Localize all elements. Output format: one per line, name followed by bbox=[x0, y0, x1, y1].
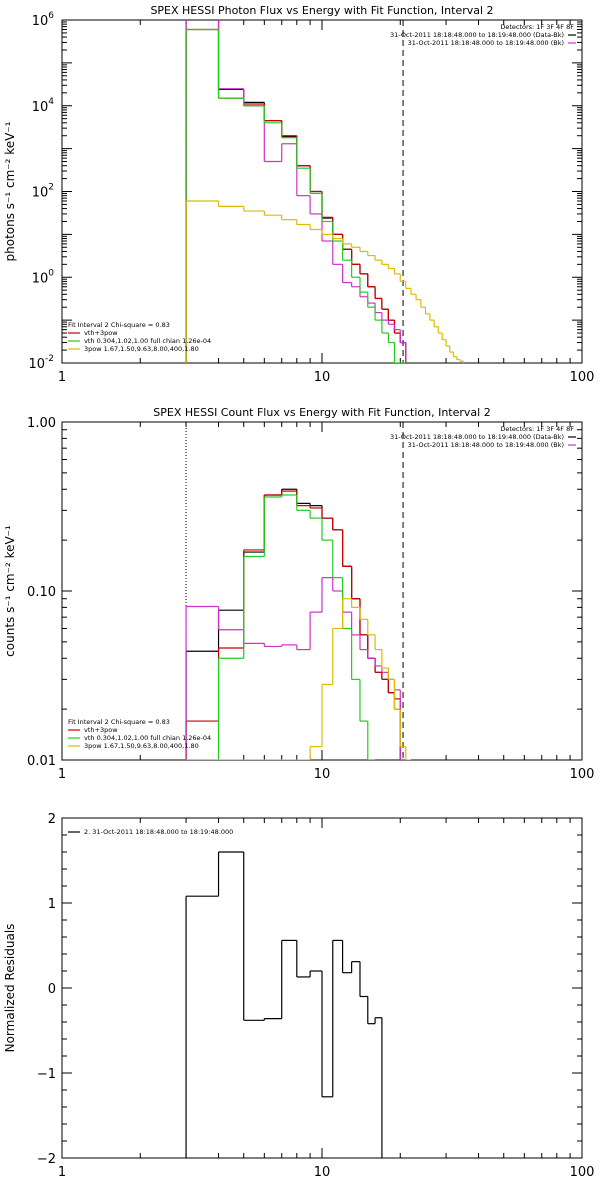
legend-right-text: 31-Oct-2011 18:18:48.000 to 18:19:48.000… bbox=[408, 39, 564, 47]
y-tick-label: 0.01 bbox=[27, 754, 56, 769]
y-tick-label: −2 bbox=[37, 1152, 56, 1167]
series-3pow bbox=[186, 598, 412, 760]
x-tick-label: 100 bbox=[570, 1165, 595, 1180]
y-axis-label: counts s⁻¹ cm⁻² keV⁻¹ bbox=[3, 525, 17, 657]
y-tick-label: 1 bbox=[48, 897, 56, 912]
legend-right-text: Detectors: 1F 3F 4F 8F bbox=[500, 23, 574, 31]
legend-left-text: 3pow 1.67,1.50,9.63,8.00,400,1.80 bbox=[84, 742, 199, 750]
legend-left-text: vth 0.304,1.02,1.00 full chian 1.26e-04 bbox=[84, 734, 211, 742]
plot-area bbox=[185, 851, 383, 1158]
y-tick-label: 2 bbox=[48, 812, 56, 827]
y-tick-base: 10 bbox=[32, 271, 49, 286]
y-tick-label: 102 bbox=[32, 183, 54, 201]
x-tick-label: 1 bbox=[58, 370, 66, 385]
legend-right-text: 31-Oct-2011 18:18:48.000 to 18:19:48.000… bbox=[390, 433, 564, 441]
x-tick-label: 100 bbox=[570, 767, 595, 782]
y-tick-exponent: 2 bbox=[48, 183, 54, 193]
y-tick-exponent: 0 bbox=[48, 268, 54, 278]
legend-right-text: Detectors: 1F 3F 4F 8F bbox=[500, 425, 574, 433]
y-tick-label: 0 bbox=[48, 982, 56, 997]
y-axis-label: Normalized Residuals bbox=[3, 924, 17, 1053]
y-tick-base: 10 bbox=[32, 14, 49, 29]
chart-title: SPEX HESSI Count Flux vs Energy with Fit… bbox=[153, 406, 490, 419]
series-3pow bbox=[185, 200, 465, 363]
series-vth bbox=[185, 28, 406, 363]
x-tick-label: 10 bbox=[314, 767, 331, 782]
plot-area bbox=[185, 422, 412, 760]
legend-left-text: 3pow 1.67,1.50,9.63,8.00,400,1.80 bbox=[84, 345, 199, 353]
y-tick-label: 10-2 bbox=[28, 354, 54, 372]
x-tick-label: 100 bbox=[570, 370, 595, 385]
y-tick-label: 106 bbox=[32, 11, 55, 29]
legend-left-header: Fit Interval 2 Chi-square = 0.83 bbox=[68, 321, 170, 329]
legend-right-text: 31-Oct-2011 18:18:48.000 to 18:19:48.000… bbox=[390, 31, 564, 39]
x-tick-label: 1 bbox=[58, 1165, 66, 1180]
legend-right-text: 31-Oct-2011 18:18:48.000 to 18:19:48.000… bbox=[408, 441, 564, 449]
legend-left-text: vth+3pow bbox=[84, 726, 118, 734]
legend-left-text: vth 0.304,1.02,1.00 full chian 1.26e-04 bbox=[84, 337, 211, 345]
y-tick-base: 10 bbox=[32, 186, 49, 201]
y-tick-label: 100 bbox=[32, 268, 55, 286]
series-vth bbox=[186, 494, 376, 760]
x-tick-label: 10 bbox=[314, 370, 331, 385]
y-axis-label: photons s⁻¹ cm⁻² keV⁻¹ bbox=[3, 121, 17, 261]
y-tick-label: −1 bbox=[37, 1067, 56, 1082]
legend-left-header: Fit Interval 2 Chi-square = 0.83 bbox=[68, 718, 170, 726]
chart-panel-2: SPEX HESSI Count Flux vs Energy with Fit… bbox=[3, 406, 594, 782]
series-residuals bbox=[185, 851, 383, 1158]
y-tick-exponent: 6 bbox=[48, 11, 54, 21]
legend-left-text: vth+3pow bbox=[84, 329, 118, 337]
y-tick-label: 0.10 bbox=[27, 585, 56, 600]
series-bkg bbox=[185, 577, 406, 760]
y-tick-exponent: -2 bbox=[45, 354, 54, 364]
x-tick-label: 10 bbox=[314, 1165, 331, 1180]
y-tick-label: 1.00 bbox=[27, 416, 56, 431]
y-tick-base: 10 bbox=[32, 100, 49, 115]
chart-title: SPEX HESSI Photon Flux vs Energy with Fi… bbox=[150, 4, 493, 17]
y-tick-exponent: 4 bbox=[48, 97, 54, 107]
plot-area bbox=[185, 20, 465, 363]
chart-panel-1: SPEX HESSI Photon Flux vs Energy with Fi… bbox=[3, 4, 595, 385]
y-tick-base: 10 bbox=[28, 357, 45, 372]
y-tick-label: 104 bbox=[32, 97, 55, 115]
legend-left-text: 2. 31-Oct-2011 18:18:48.000 to 18:19:48.… bbox=[84, 828, 233, 836]
x-tick-label: 1 bbox=[58, 767, 66, 782]
